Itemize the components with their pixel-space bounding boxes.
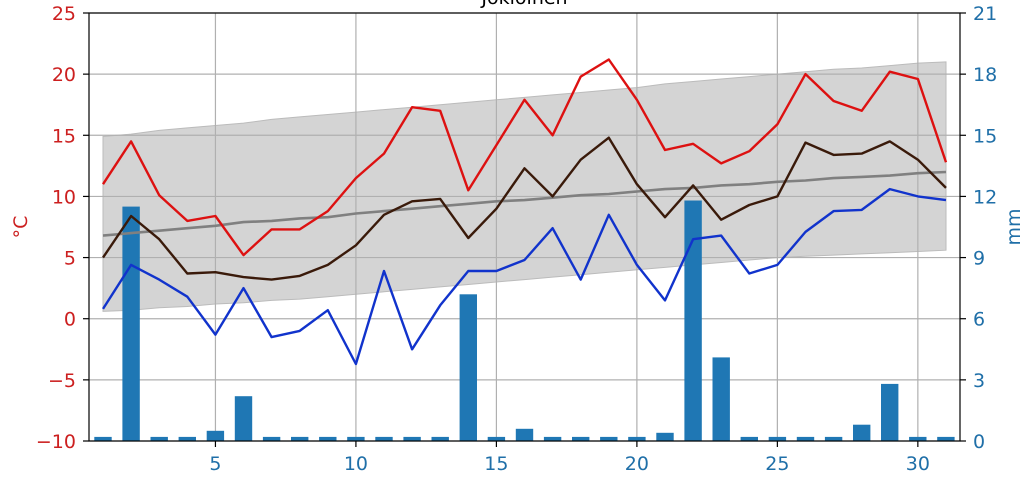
left-tick-label: 15 [52,125,76,147]
precipitation-bar [684,200,702,441]
x-tick-label: 30 [906,453,930,475]
precipitation-bar [572,436,590,441]
precipitation-bar [291,436,309,441]
precipitation-bar [656,432,674,441]
precipitation-bar [94,436,112,441]
precipitation-bar [600,436,618,441]
chart-title: Jokioinen [480,0,567,9]
right-tick-label: 6 [973,309,985,331]
left-tick-label: 10 [52,186,76,208]
precipitation-bar [543,436,562,441]
left-tick-label: 5 [64,248,76,270]
x-tick-label: 25 [765,453,789,475]
bar-layer [94,200,955,441]
normal-range-band [102,61,947,312]
right-tick-label: 9 [973,248,985,270]
right-tick-label: 3 [973,370,985,392]
max-temperature-line [101,58,948,257]
precipitation-bar [150,436,168,441]
precipitation-bar [937,436,955,441]
x-ticks: 5 10 15 20 25 30 [209,441,930,475]
left-axis-label: °C [10,216,32,239]
precipitation-bar [459,294,477,441]
left-tick-label: 20 [52,64,76,86]
left-tick-label: −5 [48,370,76,392]
precipitation-bar [206,430,225,441]
precipitation-bar [234,396,253,441]
precipitation-bar [178,436,196,441]
left-tick-label: −10 [36,431,76,453]
precipitation-bar [122,206,140,441]
precipitation-bar [262,436,281,441]
band-layer [102,61,947,312]
min-temperature-line [101,187,947,366]
right-axis-label: mm [1003,208,1025,245]
left-tick-label: 25 [52,3,76,25]
precipitation-bar [796,436,815,441]
mean-temperature-line [102,136,947,281]
precipitation-bar [487,436,506,441]
x-tick-label: 5 [209,453,221,475]
precipitation-bar [853,424,871,441]
right-tick-label: 15 [973,125,997,147]
left-tick-label: 0 [64,309,76,331]
precipitation-bar [712,357,730,441]
plot-frame [88,12,961,442]
right-tick-label: 0 [973,431,985,453]
x-tick-label: 10 [344,453,368,475]
precipitation-bar [628,436,646,441]
x-tick-label: 20 [625,453,649,475]
precipitation-bar [431,436,449,441]
precipitation-bar [824,436,843,441]
right-ticks: 0 3 6 9 12 15 18 21 [960,3,997,453]
x-tick-label: 15 [484,453,508,475]
precipitation-bar [881,383,899,441]
precipitation-bar [403,436,421,441]
precipitation-bar [319,436,337,441]
right-tick-label: 18 [973,64,997,86]
precipitation-bar [347,436,365,441]
left-ticks: −10 −5 0 5 10 15 20 25 [36,3,89,453]
precipitation-bar [909,436,927,441]
right-tick-label: 21 [973,3,997,25]
right-tick-label: 12 [973,186,997,208]
precipitation-bar [375,436,393,441]
precipitation-bar [740,436,758,441]
precipitation-bar [515,428,534,441]
line-layer [101,58,948,366]
mean-normal-temperature-line [102,170,947,237]
precipitation-bar [768,436,787,441]
